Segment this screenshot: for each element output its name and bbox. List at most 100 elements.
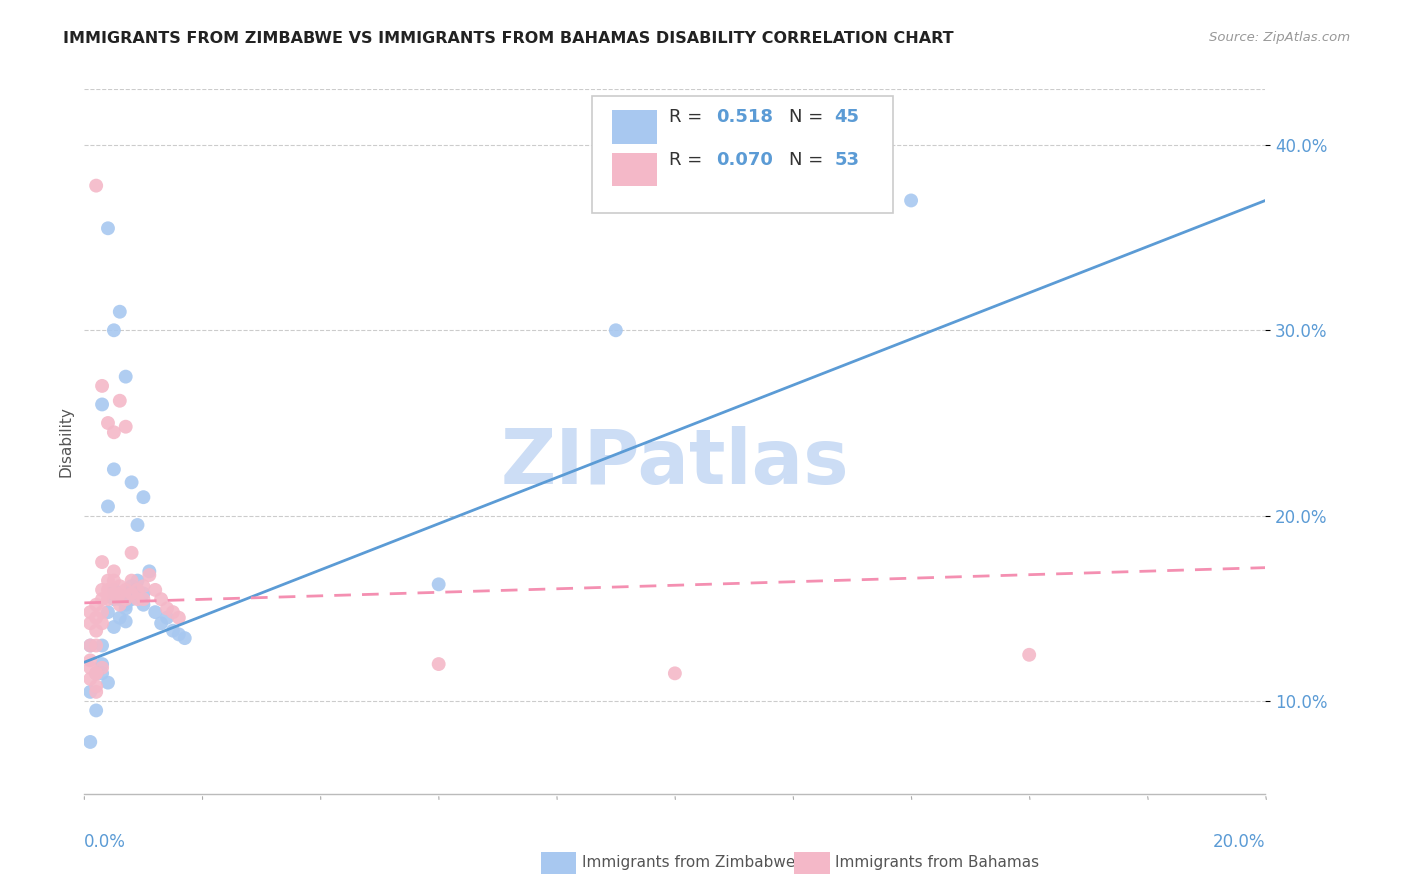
Point xyxy=(114,419,136,434)
FancyBboxPatch shape xyxy=(612,111,657,145)
Point xyxy=(121,574,143,588)
Point xyxy=(91,616,114,631)
Point xyxy=(79,735,101,749)
Point xyxy=(97,221,120,235)
Point xyxy=(84,703,107,717)
Point xyxy=(138,565,160,579)
Point xyxy=(114,592,136,607)
Point xyxy=(108,589,131,603)
Point xyxy=(167,627,190,641)
Point xyxy=(900,194,922,208)
Point xyxy=(162,624,184,638)
Point xyxy=(427,577,450,591)
FancyBboxPatch shape xyxy=(612,153,657,186)
Text: N =: N = xyxy=(789,151,830,169)
Point xyxy=(97,592,120,607)
Point xyxy=(664,666,686,681)
Point xyxy=(143,582,166,597)
Point xyxy=(84,666,107,681)
Point xyxy=(114,369,136,384)
Point xyxy=(97,574,120,588)
Point xyxy=(127,592,149,607)
Point xyxy=(84,666,107,681)
Point xyxy=(91,639,114,653)
Point xyxy=(150,592,173,607)
Point xyxy=(121,475,143,490)
Y-axis label: Disability: Disability xyxy=(58,406,73,477)
Point xyxy=(84,598,107,612)
Point xyxy=(156,610,179,624)
Text: 0.0%: 0.0% xyxy=(84,833,127,851)
Point xyxy=(79,661,101,675)
Point xyxy=(91,657,114,671)
Point xyxy=(156,601,179,615)
Point xyxy=(108,610,131,624)
Point xyxy=(79,672,101,686)
Point xyxy=(103,462,125,476)
Point xyxy=(114,601,136,615)
Point xyxy=(79,639,101,653)
Point xyxy=(91,605,114,619)
Point xyxy=(605,323,627,337)
Text: R =: R = xyxy=(669,109,709,127)
Point xyxy=(114,598,136,612)
Point xyxy=(84,610,107,624)
Point xyxy=(114,615,136,629)
Point xyxy=(108,304,131,318)
Text: IMMIGRANTS FROM ZIMBABWE VS IMMIGRANTS FROM BAHAMAS DISABILITY CORRELATION CHART: IMMIGRANTS FROM ZIMBABWE VS IMMIGRANTS F… xyxy=(63,31,953,46)
Point xyxy=(79,685,101,699)
Point xyxy=(121,592,143,607)
Point xyxy=(132,598,155,612)
Text: R =: R = xyxy=(669,151,709,169)
Point xyxy=(97,605,120,619)
Point xyxy=(97,582,120,597)
Point xyxy=(121,586,143,600)
Point xyxy=(84,178,107,193)
Point xyxy=(103,425,125,440)
Point xyxy=(108,586,131,600)
Point xyxy=(84,685,107,699)
Point xyxy=(97,500,120,514)
Point xyxy=(84,679,107,693)
Point xyxy=(143,605,166,619)
Point xyxy=(173,631,195,645)
Point xyxy=(132,586,155,600)
Point xyxy=(97,675,120,690)
Point xyxy=(121,546,143,560)
Point xyxy=(127,582,149,597)
Point xyxy=(121,586,143,600)
Point xyxy=(91,592,114,607)
Point xyxy=(97,416,120,430)
Text: 45: 45 xyxy=(834,109,859,127)
Point xyxy=(108,393,131,408)
Point xyxy=(108,598,131,612)
Text: 53: 53 xyxy=(834,151,859,169)
Point xyxy=(79,605,101,619)
Point xyxy=(121,579,143,593)
Text: Immigrants from Bahamas: Immigrants from Bahamas xyxy=(835,855,1039,870)
Point xyxy=(103,582,125,597)
Point xyxy=(127,574,149,588)
Point xyxy=(79,653,101,667)
Point xyxy=(103,574,125,588)
Point xyxy=(114,582,136,597)
Point xyxy=(103,586,125,600)
Point xyxy=(103,592,125,607)
Point xyxy=(91,397,114,411)
Point xyxy=(108,592,131,607)
Text: 20.0%: 20.0% xyxy=(1213,833,1265,851)
Point xyxy=(91,661,114,675)
Text: Source: ZipAtlas.com: Source: ZipAtlas.com xyxy=(1209,31,1350,45)
Text: N =: N = xyxy=(789,109,830,127)
Text: ZIPatlas: ZIPatlas xyxy=(501,425,849,500)
Point xyxy=(127,518,149,533)
Point xyxy=(79,639,101,653)
Point xyxy=(79,616,101,631)
FancyBboxPatch shape xyxy=(592,96,893,212)
Point xyxy=(108,579,131,593)
Text: 0.518: 0.518 xyxy=(716,109,773,127)
Point xyxy=(103,323,125,337)
Point xyxy=(84,624,107,638)
Point xyxy=(1018,648,1040,662)
Point xyxy=(91,555,114,569)
